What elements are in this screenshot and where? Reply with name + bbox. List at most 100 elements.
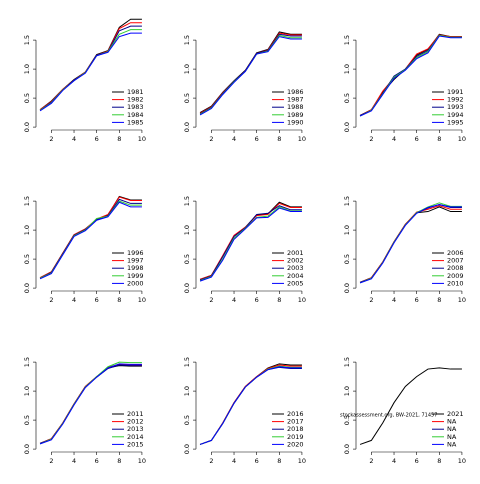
legend-label: 1995: [447, 118, 464, 126]
legend-label: 1998: [127, 264, 144, 272]
legend-label: 1989: [287, 111, 304, 119]
y-tick-label: 0.0: [183, 444, 191, 454]
y-tick-label: 0.0: [23, 444, 31, 454]
x-tick-label: 10: [458, 135, 466, 143]
legend-label: 2014: [127, 433, 144, 441]
x-tick-label: 2: [209, 457, 213, 465]
y-tick-label: 1.5: [343, 196, 351, 206]
y-tick-label: 0.5: [23, 254, 31, 264]
x-tick-label: 4: [232, 457, 236, 465]
legend-label: 1999: [127, 272, 144, 280]
y-tick-label: 1.5: [343, 35, 351, 45]
legend-label: 1982: [127, 96, 144, 104]
y-tick-label: 1.5: [343, 357, 351, 367]
legend-label: 2019: [287, 433, 304, 441]
legend-label: 2008: [447, 264, 464, 272]
legend-label: NA: [447, 425, 457, 433]
y-tick-label: 1.5: [23, 196, 31, 206]
legend-label: 2021: [447, 410, 464, 418]
x-tick-label: 10: [138, 135, 146, 143]
x-tick-label: 2: [49, 457, 53, 465]
y-tick-label: 0.5: [343, 254, 351, 264]
legend-label: 1988: [287, 103, 304, 111]
x-tick-label: 10: [458, 296, 466, 304]
y-tick-label: 0.5: [183, 415, 191, 425]
series-line: [199, 207, 302, 282]
y-tick-label: 0.5: [343, 415, 351, 425]
y-tick-label: 0.0: [343, 444, 351, 454]
legend-label: 2010: [447, 279, 464, 287]
legend-label: 1991: [447, 88, 464, 96]
series-line: [199, 36, 302, 116]
x-tick-label: 6: [415, 296, 419, 304]
x-tick-label: 10: [298, 135, 306, 143]
x-tick-label: 6: [95, 135, 99, 143]
legend-label: 1987: [287, 96, 304, 104]
legend-label: 1990: [287, 118, 304, 126]
x-tick-label: 4: [72, 296, 76, 304]
x-tick-label: 8: [437, 135, 441, 143]
series-line: [359, 34, 462, 116]
x-tick-label: 4: [392, 135, 396, 143]
legend-label: 2000: [127, 279, 144, 287]
y-tick-label: 1.0: [343, 225, 351, 235]
legend-label: 2017: [287, 418, 304, 426]
x-tick-label: 8: [277, 296, 281, 304]
legend-label: 1983: [127, 103, 144, 111]
y-tick-label: 1.5: [23, 35, 31, 45]
legend-label: 2013: [127, 425, 144, 433]
y-tick-label: 1.5: [183, 196, 191, 206]
legend-label: 2016: [287, 410, 304, 418]
y-tick-label: 0.5: [23, 93, 31, 103]
series-line: [39, 32, 142, 112]
x-tick-label: 8: [117, 457, 121, 465]
x-tick-label: 2: [49, 135, 53, 143]
legend-label: 1997: [127, 257, 144, 265]
y-tick-label: 1.0: [23, 64, 31, 74]
legend-label: NA: [447, 433, 457, 441]
x-tick-label: 4: [392, 296, 396, 304]
legend-label: 2015: [127, 440, 144, 448]
legend-label: NA: [447, 440, 457, 448]
legend-label: 1996: [127, 249, 144, 257]
y-tick-label: 0.5: [183, 93, 191, 103]
x-tick-label: 2: [369, 457, 373, 465]
x-tick-label: 4: [72, 135, 76, 143]
x-tick-label: 6: [255, 457, 259, 465]
x-tick-label: 8: [437, 457, 441, 465]
x-tick-label: 2: [369, 135, 373, 143]
y-tick-label: 1.0: [343, 386, 351, 396]
legend-label: 2007: [447, 257, 464, 265]
series-line: [39, 363, 142, 445]
y-tick-label: 0.0: [23, 283, 31, 293]
legend-label: 2009: [447, 272, 464, 280]
x-tick-label: 10: [298, 457, 306, 465]
x-tick-label: 4: [392, 457, 396, 465]
y-tick-label: 1.0: [23, 225, 31, 235]
y-tick-label: 1.0: [23, 386, 31, 396]
x-tick-label: 8: [117, 135, 121, 143]
y-tick-label: 0.5: [343, 93, 351, 103]
x-tick-label: 8: [437, 296, 441, 304]
y-tick-label: 0.0: [343, 122, 351, 132]
series-line: [359, 35, 462, 117]
y-tick-label: 0.5: [183, 254, 191, 264]
x-tick-label: 10: [458, 457, 466, 465]
y-tick-label: 0.0: [343, 283, 351, 293]
x-tick-label: 6: [255, 135, 259, 143]
x-tick-label: 6: [95, 457, 99, 465]
x-tick-label: 6: [255, 296, 259, 304]
legend-label: 1992: [447, 96, 464, 104]
legend-label: 1984: [127, 111, 144, 119]
annotation: stockassessment.org, BW-2021, 71457: [340, 413, 437, 419]
x-tick-label: 4: [72, 457, 76, 465]
y-tick-label: 0.0: [183, 122, 191, 132]
legend-label: 2018: [287, 425, 304, 433]
x-tick-label: 8: [277, 457, 281, 465]
legend-label: 2005: [287, 279, 304, 287]
x-tick-label: 2: [209, 296, 213, 304]
y-tick-label: 1.5: [183, 357, 191, 367]
y-tick-label: 1.5: [183, 35, 191, 45]
y-tick-label: 0.0: [23, 122, 31, 132]
